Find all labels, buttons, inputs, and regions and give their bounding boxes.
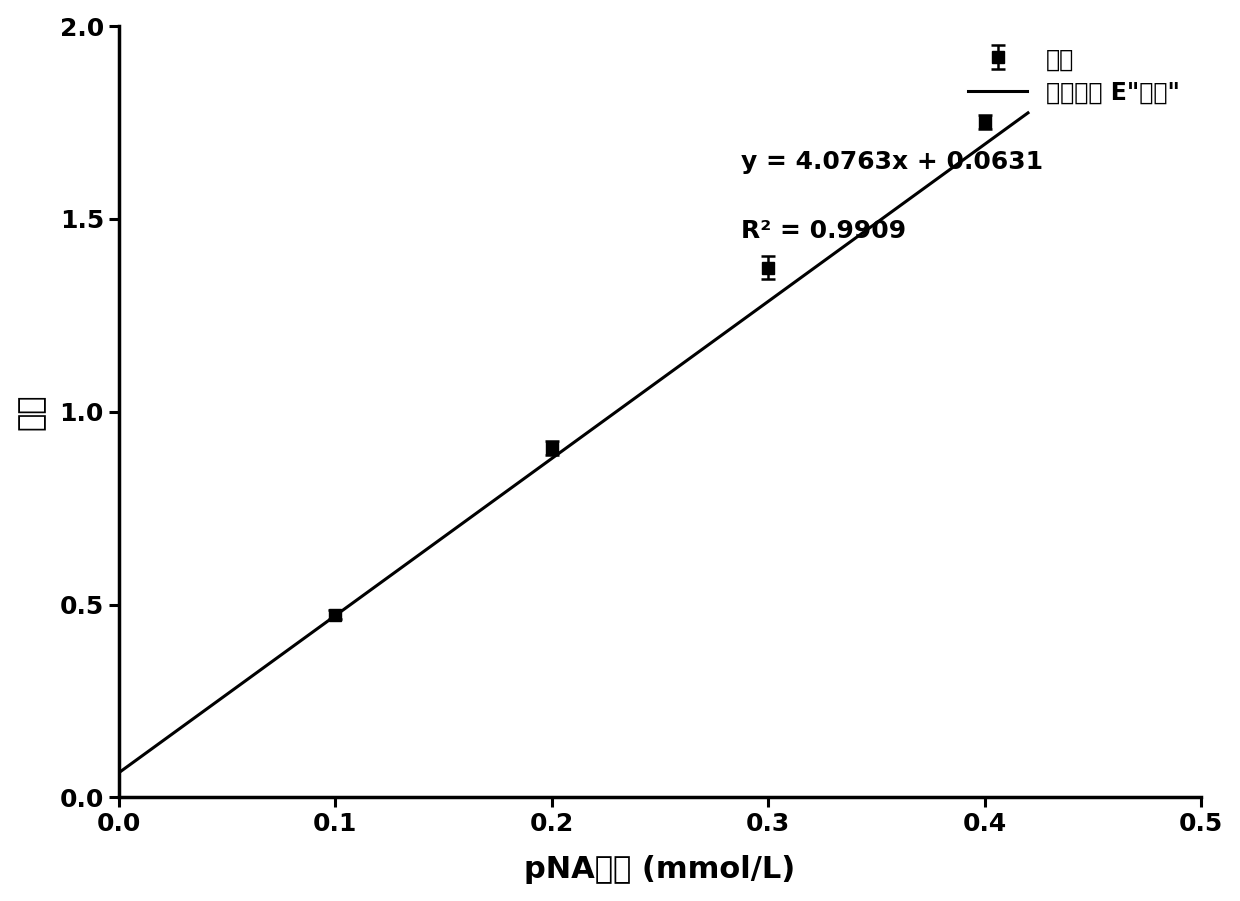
Line: 线性拟合 E"均値": 线性拟合 E"均値"	[119, 113, 1028, 773]
线性拟合 E"均値"	[280, 645, 295, 656]
Legend: 均値, 线性拟合 E"均値": 均値, 线性拟合 E"均値"	[959, 38, 1189, 114]
X-axis label: pNA浓度 (mmol/L): pNA浓度 (mmol/L)	[525, 855, 796, 885]
线性拟合 E"均値"	[353, 592, 368, 603]
线性拟合 E"均値"	[975, 141, 990, 151]
线性拟合 E"均値"	[1021, 107, 1035, 118]
Text: y = 4.0763x + 0.0631: y = 4.0763x + 0.0631	[742, 150, 1043, 174]
线性拟合 E"均値"	[166, 728, 181, 739]
线性拟合 E"均値"	[112, 768, 126, 778]
Y-axis label: 均値: 均値	[16, 394, 46, 430]
线性拟合 E"均値"	[942, 164, 957, 175]
Text: R² = 0.9909: R² = 0.9909	[742, 219, 906, 243]
线性拟合 E"均値"	[148, 741, 162, 751]
